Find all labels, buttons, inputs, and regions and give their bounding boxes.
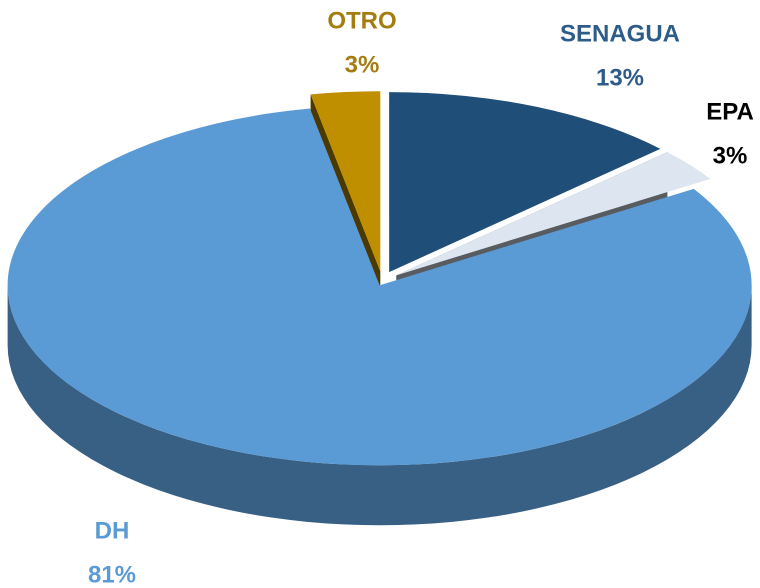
- slice: [396, 152, 711, 276]
- value-label: 81%: [88, 561, 136, 588]
- value-label: 13%: [596, 64, 644, 91]
- slice: [389, 92, 661, 273]
- category-label: DH: [95, 517, 130, 544]
- category-label: SENAGUA: [560, 20, 680, 47]
- pie: [7, 91, 752, 526]
- slice: [7, 108, 752, 466]
- category-label: OTRO: [327, 7, 396, 34]
- slice: [310, 91, 381, 272]
- value-label: 3%: [345, 51, 380, 78]
- slice-side: [7, 285, 752, 526]
- labels: SENAGUA 13% EPA 3% DH 81% OTRO 3%: [88, 7, 754, 588]
- category-label: EPA: [706, 98, 754, 125]
- value-label: 3%: [713, 142, 748, 169]
